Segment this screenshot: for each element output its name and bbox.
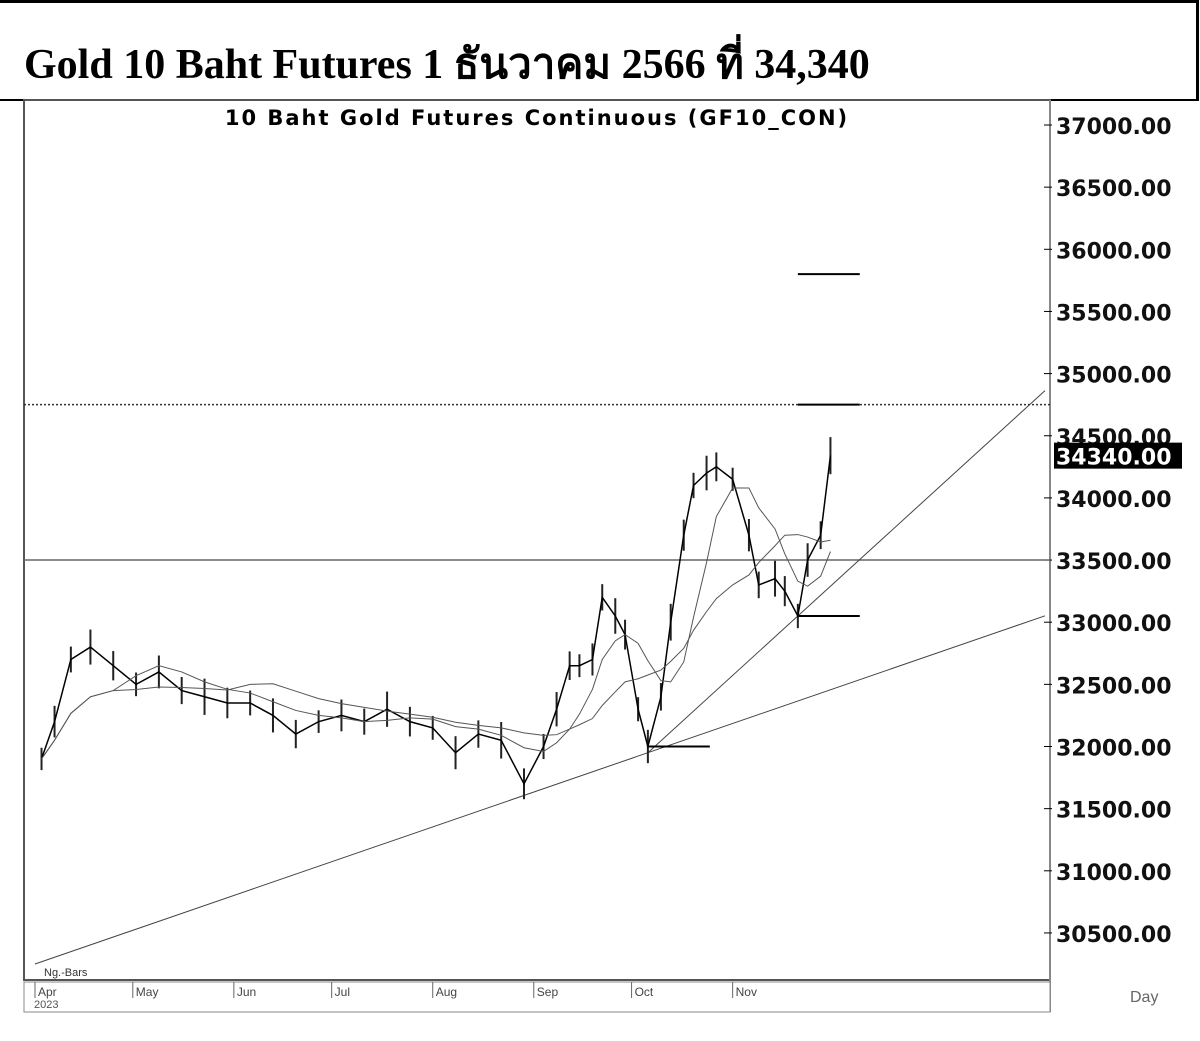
- y-tick-label: 33500.00: [1056, 550, 1172, 575]
- period-label: Day: [1130, 989, 1158, 1006]
- y-tick-label: 32000.00: [1056, 737, 1172, 762]
- plot-area: [23, 99, 1051, 981]
- trendline: [647, 390, 1046, 754]
- y-tick-label: 36000.00: [1056, 239, 1172, 264]
- y-tick-label: 36500.00: [1056, 177, 1172, 202]
- y-tick-label: 35000.00: [1056, 364, 1172, 389]
- y-tick-label: 31500.00: [1056, 799, 1172, 824]
- x-tick-label: Jun: [237, 985, 256, 999]
- trendline: [34, 615, 1046, 965]
- x-tick-label: Nov: [736, 985, 757, 999]
- moving-average-line: [41, 534, 831, 760]
- bars-label: Ng.-Bars: [44, 967, 88, 979]
- y-tick-label: 31000.00: [1056, 861, 1172, 886]
- chart-title: 10 Baht Gold Futures Continuous (GF10_CO…: [225, 106, 849, 130]
- x-tick-label: Aug: [436, 985, 457, 999]
- x-tick-label: Jul: [335, 985, 350, 999]
- y-tick-label: 33000.00: [1056, 612, 1172, 637]
- y-tick-label: 35500.00: [1056, 301, 1172, 326]
- x-tick-label: May: [136, 985, 159, 999]
- price-line: [40, 455, 832, 786]
- x-tick-label: Apr: [38, 985, 57, 999]
- last-price-box: [1054, 442, 1182, 469]
- y-tick-label: 37000.00: [1056, 115, 1172, 140]
- moving-average-line: [41, 487, 831, 760]
- last-price-label: 34340.00: [1056, 446, 1172, 471]
- x-tick-label: Oct: [635, 985, 654, 999]
- y-tick-label: 34000.00: [1056, 488, 1172, 513]
- date-axis: [23, 981, 1051, 1013]
- year-label: 2023: [34, 999, 58, 1011]
- x-tick-label: Sep: [537, 985, 559, 999]
- page-title: Gold 10 Baht Futures 1 ธันวาคม 2566 ที่ …: [24, 42, 870, 88]
- y-tick-label: 32500.00: [1056, 674, 1172, 699]
- y-tick-label: 30500.00: [1056, 923, 1172, 948]
